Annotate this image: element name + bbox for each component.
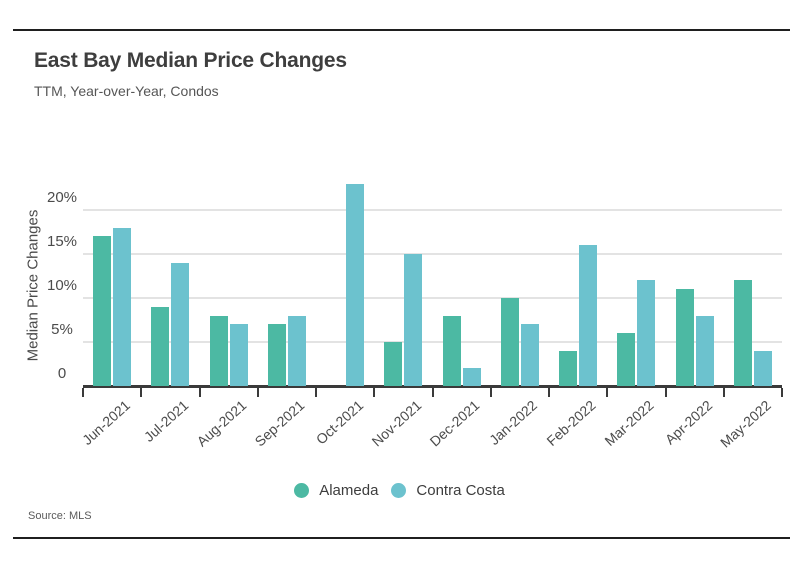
x-axis-tick xyxy=(664,388,667,397)
bar-alameda xyxy=(442,315,461,386)
bar-contra-costa xyxy=(229,324,248,386)
bar-alameda xyxy=(617,333,636,386)
chart-subtitle: TTM, Year-over-Year, Condos xyxy=(34,83,219,99)
bar-alameda xyxy=(384,342,403,386)
bar-contra-costa xyxy=(113,227,132,386)
bar-contra-costa xyxy=(287,315,306,386)
bar-contra-costa xyxy=(753,350,772,386)
bar-contra-costa xyxy=(404,254,423,386)
x-tick-label: Jul-2021 xyxy=(140,397,192,445)
x-tick-label: Feb-2022 xyxy=(543,397,599,449)
chart-legend: Alameda Contra Costa xyxy=(0,482,799,499)
x-axis-tick xyxy=(489,388,492,397)
x-axis-line xyxy=(83,385,782,388)
y-tick-label: 5% xyxy=(51,321,73,338)
legend-item: Alameda xyxy=(294,482,378,499)
legend-label: Contra Costa xyxy=(416,482,505,499)
bar-contra-costa xyxy=(171,262,190,386)
source-note: Source: MLS xyxy=(28,510,92,522)
y-tick-label: 0 xyxy=(57,365,67,382)
x-axis-tick xyxy=(82,388,84,397)
bar-alameda xyxy=(675,289,694,386)
y-tick-label: 10% xyxy=(46,277,78,294)
y-tick-label: 20% xyxy=(46,189,78,206)
gridline xyxy=(83,253,782,255)
x-axis-tick xyxy=(548,388,550,397)
x-tick-label: Aug-2021 xyxy=(193,397,250,450)
bar-alameda xyxy=(151,306,170,386)
legend-swatch-icon xyxy=(391,483,407,498)
legend-item: Contra Costa xyxy=(391,482,505,499)
bar-alameda xyxy=(93,236,112,386)
bar-alameda xyxy=(267,324,286,386)
x-tick-label: May-2022 xyxy=(716,397,774,451)
bar-contra-costa xyxy=(462,368,481,386)
top-divider xyxy=(13,29,790,31)
x-tick-label: Oct-2021 xyxy=(312,397,366,448)
x-axis-tick xyxy=(373,388,376,397)
legend-swatch-icon xyxy=(294,483,310,498)
bar-contra-costa xyxy=(520,324,539,386)
bar-alameda xyxy=(733,280,752,386)
bar-contra-costa xyxy=(346,183,365,386)
gridline xyxy=(83,341,782,343)
x-tick-label: Jan-2022 xyxy=(486,397,541,448)
x-tick-label: Nov-2021 xyxy=(368,397,425,450)
x-axis-tick xyxy=(140,388,143,397)
x-axis-tick xyxy=(606,388,609,397)
x-axis-tick xyxy=(315,388,317,397)
bar-alameda xyxy=(209,315,228,386)
x-axis-tick xyxy=(198,388,201,397)
x-axis-tick xyxy=(256,388,259,397)
x-tick-label: Dec-2021 xyxy=(426,397,483,450)
y-tick-label: 15% xyxy=(46,233,78,250)
gridline xyxy=(83,209,782,211)
gridline xyxy=(83,297,782,299)
bar-alameda xyxy=(559,350,578,386)
bottom-divider xyxy=(13,537,790,539)
x-tick-label: Jun-2021 xyxy=(78,397,133,448)
chart-title: East Bay Median Price Changes xyxy=(34,49,347,72)
bar-contra-costa xyxy=(637,280,656,386)
x-tick-label: Mar-2022 xyxy=(601,397,658,449)
bar-contra-costa xyxy=(695,315,714,386)
x-tick-label: Sep-2021 xyxy=(251,397,308,450)
legend-label: Alameda xyxy=(319,482,379,499)
bar-alameda xyxy=(500,298,519,386)
bar-contra-costa xyxy=(579,245,598,386)
x-tick-label: Apr-2022 xyxy=(661,397,716,448)
x-axis-tick xyxy=(781,388,783,397)
x-axis-tick xyxy=(431,388,434,397)
x-axis-tick xyxy=(722,388,725,397)
